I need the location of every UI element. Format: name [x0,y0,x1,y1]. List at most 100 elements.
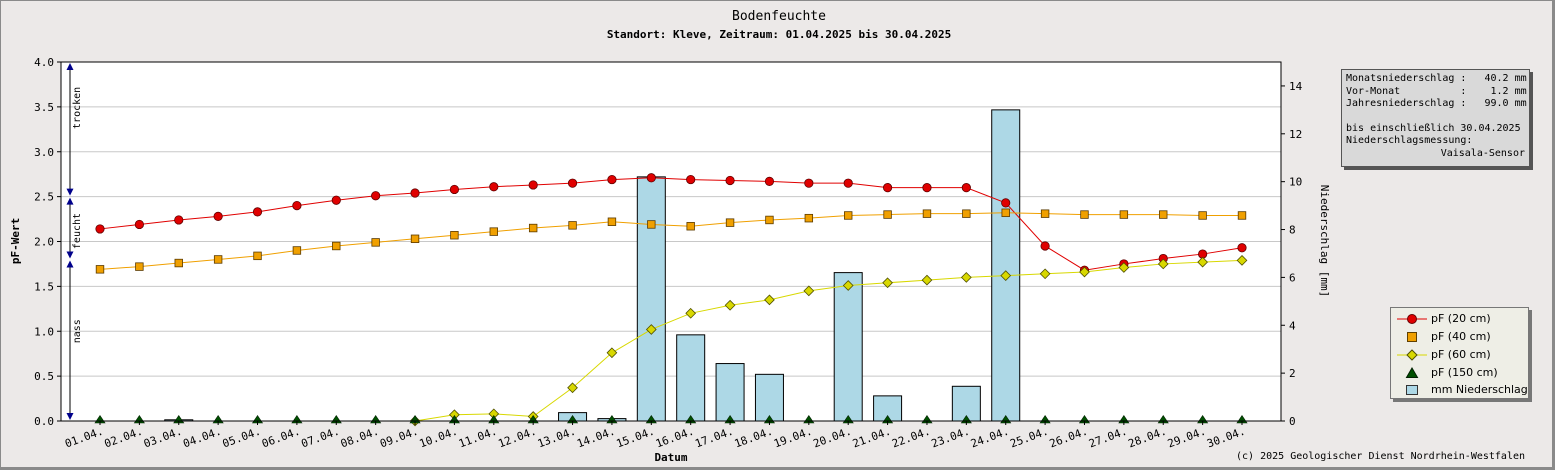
x-tick-label: 14.04. [575,425,617,451]
pf40-point [765,215,774,225]
pf20-point [764,176,775,186]
zone-arrow-down [66,188,74,196]
pf60-point [764,294,775,306]
legend-label-precip: mm Niederschlag [1431,383,1528,396]
pf20-point [134,219,144,230]
precipitation-info-box: Monatsniederschlag : 40.2 mm Vor-Monat :… [1341,69,1530,167]
pf40-point [883,210,892,219]
pf60-point [567,382,578,394]
pf20-point [371,191,381,201]
x-tick-label: 08.04. [339,425,381,451]
x-tick-label: 27.04. [1087,425,1129,451]
y-tick-label: 0.0 [34,415,54,428]
x-tick-label: 25.04. [1008,425,1050,451]
info-spacer [1346,111,1525,123]
pf60-point [1000,270,1012,281]
pf40-point [528,223,538,233]
pf40-point [410,234,420,244]
pf20-point [882,183,893,193]
pf40-point [1001,208,1010,217]
pf20-point [804,178,814,188]
zone-arrow-up [66,260,74,268]
pf40-point [804,213,814,223]
pf60-point [1197,256,1208,268]
precipitation-bar [715,363,745,422]
pf60-point [724,299,736,311]
zone-label-feucht: feucht [72,213,83,249]
legend-label-pf20: pF (20 cm) [1431,312,1491,325]
zone-arrow-down [66,251,74,259]
pf40-point [647,220,656,229]
previous-month-precipitation: Vor-Monat : 1.2 mm [1346,85,1527,97]
pf20-point [567,178,578,188]
pf60-point [1039,268,1051,280]
pf60-point [960,272,972,283]
zone-arrow-down [66,413,74,420]
x-tick-label: 11.04. [457,425,499,451]
pf40-point [95,265,105,274]
pf40-point [450,231,459,240]
precipitation-bar [636,176,666,422]
zone-arrow-up [66,63,74,70]
y-tick-label: 1.0 [34,325,54,338]
y2-tick-label: 4 [1289,319,1296,332]
series-line [99,177,1243,271]
y-tick-label: 3.0 [34,146,54,159]
chart-legend: pF (20 cm) pF (40 cm) pF (60 cm) pF (150… [1390,307,1529,399]
x-tick-label: 01.04. [63,425,105,451]
y2-tick-label: 0 [1289,415,1296,428]
pf40-point [1159,210,1168,219]
pf20-point [449,184,460,195]
pf40-point [489,227,498,236]
pf60-point [921,274,933,286]
legend-label-pf150: pF (150 cm) [1431,366,1498,379]
pf20-point [646,173,656,183]
measurement-label: Niederschlagsmessung: [1346,135,1473,146]
pf40-point [725,218,735,227]
pf40-point [213,255,223,264]
pf40-point [135,262,144,271]
x-tick-label: 26.04. [1048,425,1090,451]
copyright-text: (c) 2025 Geologischer Dienst Nordrhein-W… [1236,451,1525,462]
y-tick-label: 1.5 [34,280,54,293]
precipitation-bar [754,373,784,422]
pf20-point [331,195,341,205]
pf60-point [645,324,657,335]
pf20-point [292,201,302,211]
plot-border [60,61,1282,422]
x-tick-label: 06.04. [260,425,302,451]
y2-tick-label: 14 [1289,80,1303,93]
x-tick-label: 18.04. [733,425,775,451]
pf40-point [1040,209,1050,218]
pf40-point [332,241,341,251]
pf60-point [1157,258,1169,270]
x-tick-label: 23.04. [930,425,972,451]
x-tick-label: 29.04. [1166,425,1208,451]
pf20-point [252,207,263,217]
pf40-point [962,209,971,218]
y2-tick-label: 6 [1289,271,1296,284]
pf40-point [1198,211,1207,220]
y-tick-label: 2.5 [34,191,54,204]
y2-axis-label: Niederschlag [mm] [1318,185,1331,298]
pf40-point [371,238,380,247]
yearly-precipitation: Jahresniederschlag : 99.0 mm [1346,98,1527,109]
pf20-point [1237,243,1247,253]
pf40-point [844,211,853,220]
y-tick-label: 4.0 [34,56,54,69]
pf20-point [95,224,105,234]
series-line [99,212,1242,270]
legend-marker-circle [1397,314,1427,324]
series-line [414,259,1243,422]
pf20-point [725,175,735,186]
pf20-point [686,174,696,185]
x-tick-label: 09.04. [378,425,420,451]
plot-area: 0.0 0.5 1.0 1.5 2.0 2.5 3.0 3.5 4.0 0 2 4 6 8 10 12 14 tr… [34,56,1302,450]
y2-tick-label: 12 [1289,128,1302,141]
x-tick-label: 30.04. [1205,425,1247,451]
pf60-point [1079,266,1090,278]
zone-label-trocken: trocken [72,87,83,129]
pf20-point [1001,198,1011,208]
pf20-point [961,183,971,193]
